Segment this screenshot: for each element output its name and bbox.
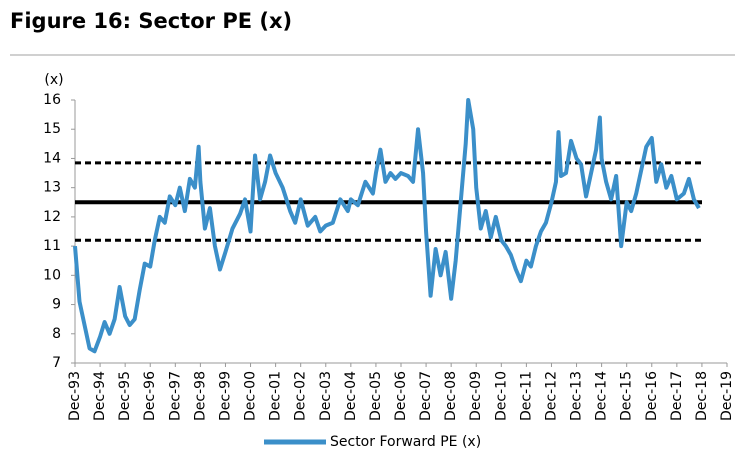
y-tick-label: 10: [43, 267, 61, 283]
x-tick-label: Dec-97: [167, 371, 183, 421]
x-tick-label: Dec-96: [142, 371, 158, 421]
x-tick-label: Dec-01: [268, 371, 284, 421]
x-tick-label: Dec-18: [694, 371, 710, 421]
y-axis-label: (x): [44, 72, 63, 88]
x-tick-label: Dec-07: [418, 371, 434, 421]
y-tick-label: 13: [43, 180, 61, 196]
y-tick-label: 9: [52, 297, 61, 313]
x-tick-label: Dec-19: [719, 371, 735, 421]
x-tick-label: Dec-15: [619, 371, 635, 421]
x-tick-label: Dec-95: [117, 371, 133, 421]
x-tick-label: Dec-02: [293, 371, 309, 421]
x-tick-label: Dec-13: [569, 371, 585, 421]
x-tick-label: Dec-14: [594, 371, 610, 421]
x-tick-label: Dec-04: [343, 371, 359, 421]
y-tick-label: 12: [43, 209, 61, 225]
x-tick-label: Dec-99: [217, 371, 233, 421]
line-series: [73, 98, 701, 354]
x-tick-label: Dec-94: [92, 371, 108, 421]
y-tick-label: 8: [52, 326, 61, 342]
x-tick-label: Dec-16: [644, 371, 660, 421]
x-tick-label: Dec-05: [368, 371, 384, 421]
y-tick-label: 11: [43, 238, 61, 254]
x-tick-label: Dec-93: [67, 371, 83, 421]
chart-title: Figure 16: Sector PE (x): [10, 9, 292, 33]
x-tick-label: Dec-00: [243, 371, 259, 421]
x-tick-label: Dec-06: [393, 371, 409, 421]
x-tick-label: Dec-08: [443, 371, 459, 421]
legend-label: Sector Forward PE (x): [330, 434, 481, 450]
x-tick-label: Dec-03: [318, 371, 334, 421]
y-tick-label: 16: [43, 92, 61, 108]
x-tick-label: Dec-12: [543, 371, 559, 421]
x-tick-label: Dec-17: [669, 371, 685, 421]
x-tick-label: Dec-10: [493, 371, 509, 421]
y-tick-label: 15: [43, 121, 61, 137]
y-tick-label: 14: [43, 150, 61, 166]
x-tick-label: Dec-09: [468, 371, 484, 421]
x-tick-label: Dec-98: [192, 371, 208, 421]
x-tick-label: Dec-11: [518, 371, 534, 421]
y-tick-label: 7: [52, 355, 61, 371]
